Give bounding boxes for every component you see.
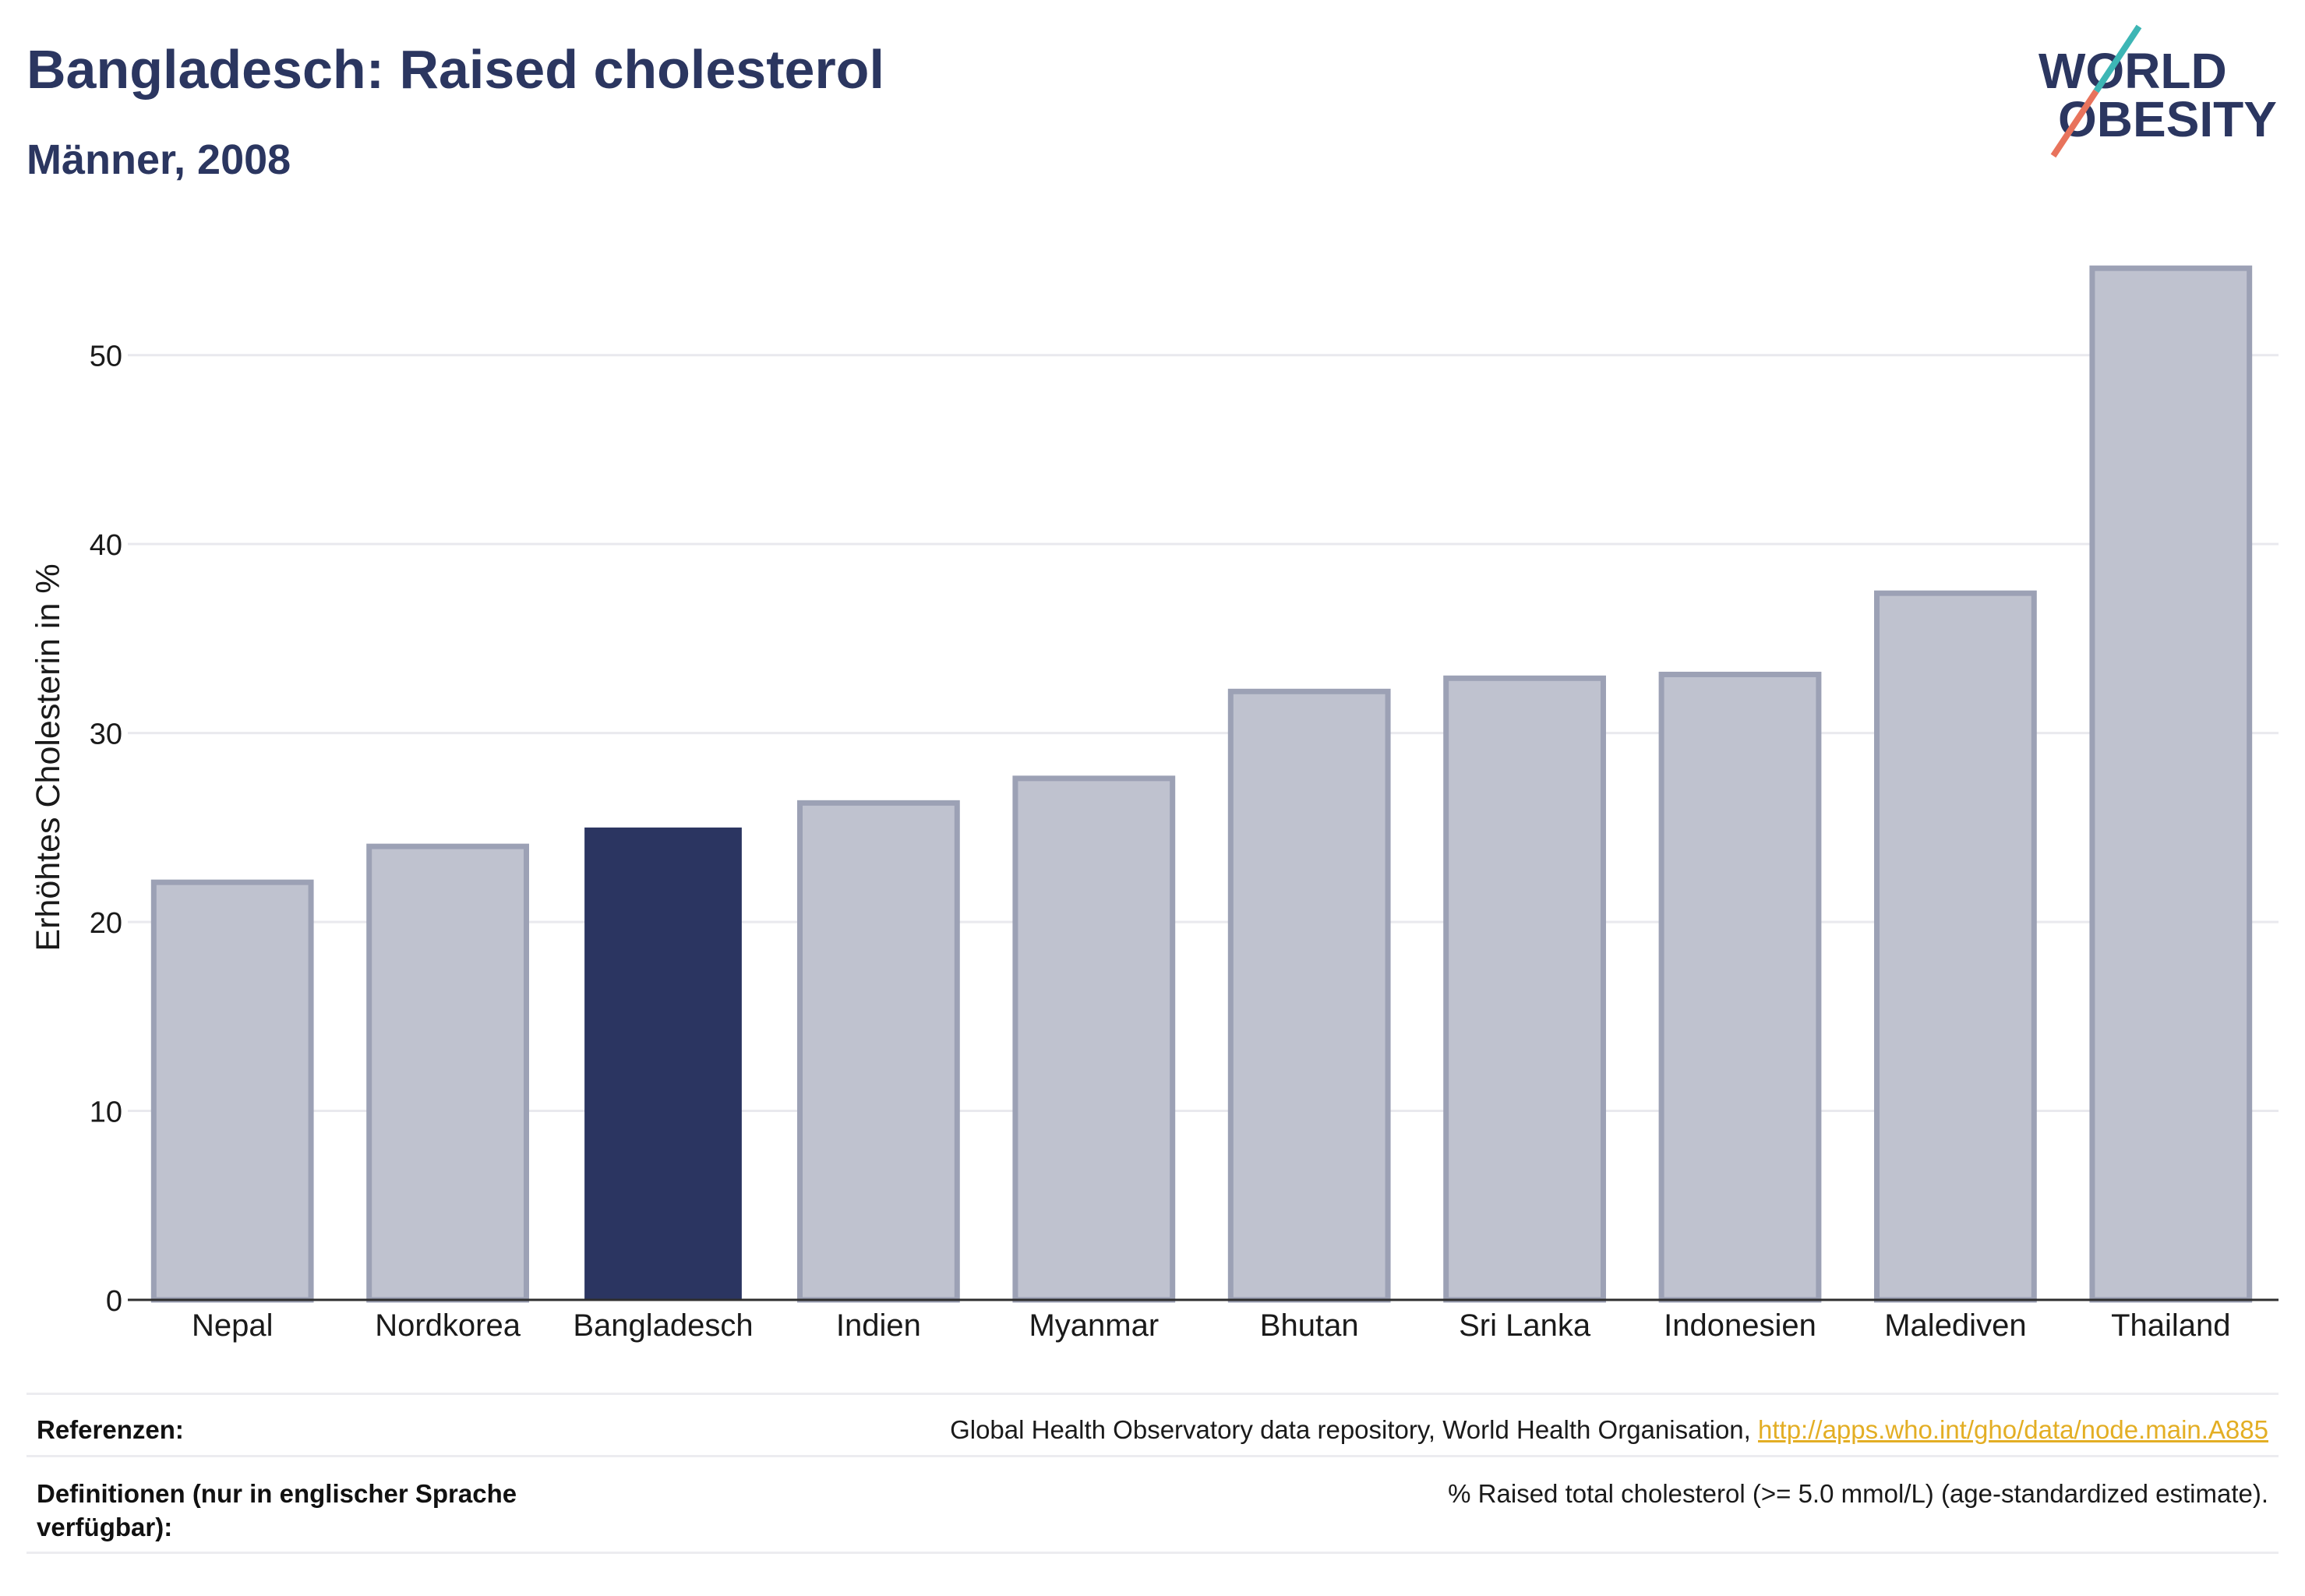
world-obesity-logo: WORLD OBESITY <box>2026 16 2291 171</box>
y-tick-label: 50 <box>90 341 122 373</box>
bar-nepal <box>150 879 314 1303</box>
y-tick-label: 40 <box>90 529 122 562</box>
y-axis-label: Erhöhtes Cholesterin in % <box>30 563 67 951</box>
references-row: Referenzen: Global Health Observatory da… <box>26 1393 2279 1457</box>
category-label-bangladesch: Bangladesch <box>573 1308 753 1343</box>
y-tick-labels: 0 10 20 30 40 50 <box>90 341 122 1318</box>
bar-thailand <box>2089 265 2253 1303</box>
y-tick-label: 0 <box>106 1285 122 1318</box>
bar-myanmar <box>1012 775 1176 1303</box>
chart-title: Bangladesch: Raised cholesterol <box>26 39 884 100</box>
footer-table: Referenzen: Global Health Observatory da… <box>26 1393 2279 1554</box>
bar-sri-lanka <box>1443 675 1606 1303</box>
bar-indien <box>797 800 960 1303</box>
references-value: Global Health Observatory data repositor… <box>950 1413 2268 1446</box>
definitions-row: Definitionen (nur in englischer Sprache … <box>26 1457 2279 1554</box>
bar-chart: 0 10 20 30 40 50 Nepal Nordkorea Bangladesch Ind… <box>30 265 2279 1343</box>
references-text: Global Health Observatory data repositor… <box>950 1415 1759 1444</box>
y-tick-label: 30 <box>90 719 122 751</box>
category-label-malediven: Malediven <box>1884 1308 2026 1343</box>
logo-slash-icon <box>2050 24 2142 158</box>
category-label-nepal: Nepal <box>192 1308 274 1343</box>
definitions-label: Definitionen (nur in englischer Sprache … <box>37 1479 517 1541</box>
bar-malediven <box>1874 590 2037 1303</box>
logo-slash-coral <box>2050 89 2099 158</box>
category-label-indien: Indien <box>836 1308 921 1343</box>
category-label-nordkorea: Nordkorea <box>375 1308 521 1343</box>
x-category-labels: Nepal Nordkorea Bangladesch Indien Myanmar Bh… <box>192 1308 2231 1343</box>
bar-bhutan <box>1227 688 1391 1303</box>
bars <box>150 265 2253 1303</box>
logo-text-line-1: WORLD <box>2038 43 2227 99</box>
y-tick-label: 10 <box>90 1096 122 1129</box>
bar-bangladesch <box>584 827 742 1300</box>
references-link[interactable]: http://apps.who.int/gho/data/node.main.A… <box>1758 1415 2268 1444</box>
logo-slash-teal <box>2093 24 2142 94</box>
chart-subtitle: Männer, 2008 <box>26 136 291 183</box>
category-label-bhutan: Bhutan <box>1260 1308 1359 1343</box>
category-label-sri-lanka: Sri Lanka <box>1459 1308 1591 1343</box>
category-label-myanmar: Myanmar <box>1029 1308 1159 1343</box>
logo-text-line-2: OBESITY <box>2058 91 2277 147</box>
category-label-indonesien: Indonesien <box>1664 1308 1816 1343</box>
bar-indonesien <box>1658 671 1822 1303</box>
references-label: Referenzen: <box>37 1415 184 1444</box>
category-label-thailand: Thailand <box>2111 1308 2230 1343</box>
bar-nordkorea <box>366 843 529 1303</box>
y-tick-label: 20 <box>90 907 122 940</box>
definitions-value: % Raised total cholesterol (>= 5.0 mmol/… <box>1448 1479 2268 1508</box>
